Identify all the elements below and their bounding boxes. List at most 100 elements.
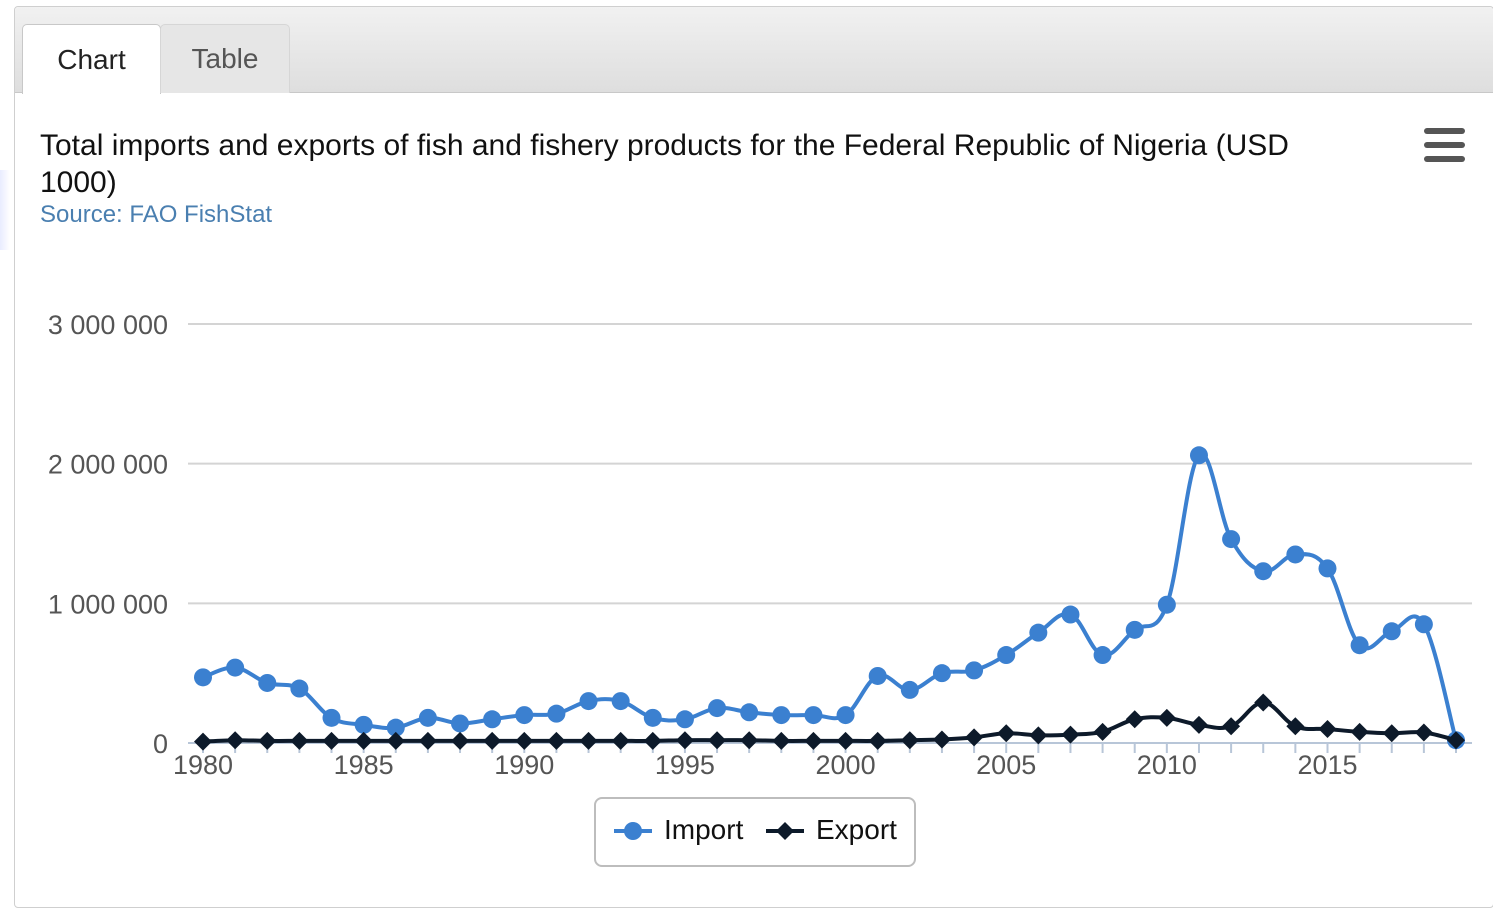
import-point [1093, 646, 1112, 665]
export-point [675, 731, 694, 750]
import-point [1029, 623, 1048, 642]
export-point [1157, 708, 1176, 727]
export-point [1350, 722, 1369, 741]
export-point [740, 731, 759, 750]
export-point [1414, 723, 1433, 742]
export-point [386, 731, 405, 750]
x-tick-label: 2005 [976, 750, 1036, 780]
export-point [194, 732, 212, 751]
export-point [1222, 717, 1241, 736]
import-point [932, 664, 951, 683]
import-point [965, 661, 984, 680]
y-tick-label: 1 000 000 [48, 589, 168, 619]
export-point [226, 731, 245, 750]
import-point [386, 718, 405, 737]
export-point [965, 728, 984, 747]
export-point [1447, 731, 1465, 750]
import-point [740, 703, 759, 722]
import-point [1286, 545, 1305, 564]
import-point [322, 708, 341, 727]
import-point [643, 708, 662, 727]
import-point [547, 704, 566, 723]
x-tick-label: 2010 [1137, 750, 1197, 780]
export-point [1318, 720, 1337, 739]
x-tick-label: 2000 [816, 750, 876, 780]
x-tick-label: 1985 [334, 750, 394, 780]
export-point [1125, 710, 1144, 729]
export-point [1029, 726, 1048, 745]
chart-title: Total imports and exports of fish and fi… [40, 129, 1289, 199]
x-tick-label: 2015 [1297, 750, 1357, 780]
import-point [675, 710, 694, 729]
export-point [997, 724, 1016, 743]
import-point [1318, 559, 1337, 578]
import-point [900, 680, 919, 699]
export-point [643, 731, 662, 750]
export-point [1189, 715, 1208, 734]
export-legend-marker-icon [766, 822, 804, 840]
import-point [1382, 622, 1401, 641]
import-point [226, 658, 245, 677]
hamburger-menu-icon[interactable] [1418, 124, 1470, 168]
import-point [579, 692, 598, 711]
export-point [1061, 725, 1080, 744]
line-chart: 0 1 000 000 2 000 000 3 000 000 1980 1985 1990… [48, 310, 1472, 780]
export-point [836, 731, 855, 750]
import-point [1125, 620, 1144, 639]
tab-bar: Chart Table [15, 7, 1493, 94]
export-point [900, 731, 919, 750]
export-point [354, 731, 373, 750]
export-point [258, 731, 277, 750]
import-point [515, 706, 534, 725]
legend: Import Export [594, 797, 916, 867]
legend-label-import: Import [664, 814, 744, 845]
import-point [1350, 636, 1369, 655]
export-point [515, 731, 534, 750]
export-point [611, 731, 630, 750]
import-point [997, 646, 1016, 665]
export-point [708, 731, 727, 750]
export-point [547, 731, 566, 750]
export-point [483, 731, 502, 750]
import-legend-marker-icon [614, 822, 652, 840]
import-point [1414, 615, 1433, 634]
export-point [772, 731, 791, 750]
chart-container: Chart Table [14, 6, 1493, 908]
export-point [579, 731, 598, 750]
import-point [836, 706, 855, 725]
import-point [868, 666, 887, 685]
tab-table[interactable]: Table [160, 24, 290, 93]
import-point [1157, 595, 1176, 614]
export-point [1286, 717, 1305, 736]
export-point [451, 731, 470, 750]
export-point [322, 731, 341, 750]
side-accent [0, 170, 10, 250]
x-tick-label: 1990 [494, 750, 554, 780]
import-series-line [202, 452, 1458, 741]
legend-label-export: Export [816, 814, 897, 845]
export-point [932, 730, 951, 749]
import-point [483, 710, 502, 729]
legend-item-export[interactable]: Export [764, 811, 914, 851]
export-point [418, 731, 437, 750]
import-point [1189, 446, 1208, 465]
import-point [708, 699, 727, 718]
import-point [258, 673, 277, 692]
y-tick-label: 2 000 000 [48, 450, 168, 480]
export-point [290, 731, 309, 750]
import-point [1061, 605, 1080, 624]
chart-subtitle[interactable]: Source: FAO FishStat [40, 201, 273, 228]
export-point [1254, 693, 1273, 712]
import-point [772, 706, 791, 725]
import-point [611, 692, 630, 711]
import-point [804, 706, 823, 725]
import-point [194, 668, 212, 687]
legend-item-import[interactable]: Import [612, 811, 752, 851]
x-tick-label: 1995 [655, 750, 715, 780]
export-point [1093, 722, 1112, 741]
import-point [1222, 530, 1241, 549]
x-tick-label: 1980 [173, 750, 233, 780]
y-tick-label: 0 [153, 729, 168, 759]
export-point [1382, 724, 1401, 743]
export-point [868, 731, 887, 750]
